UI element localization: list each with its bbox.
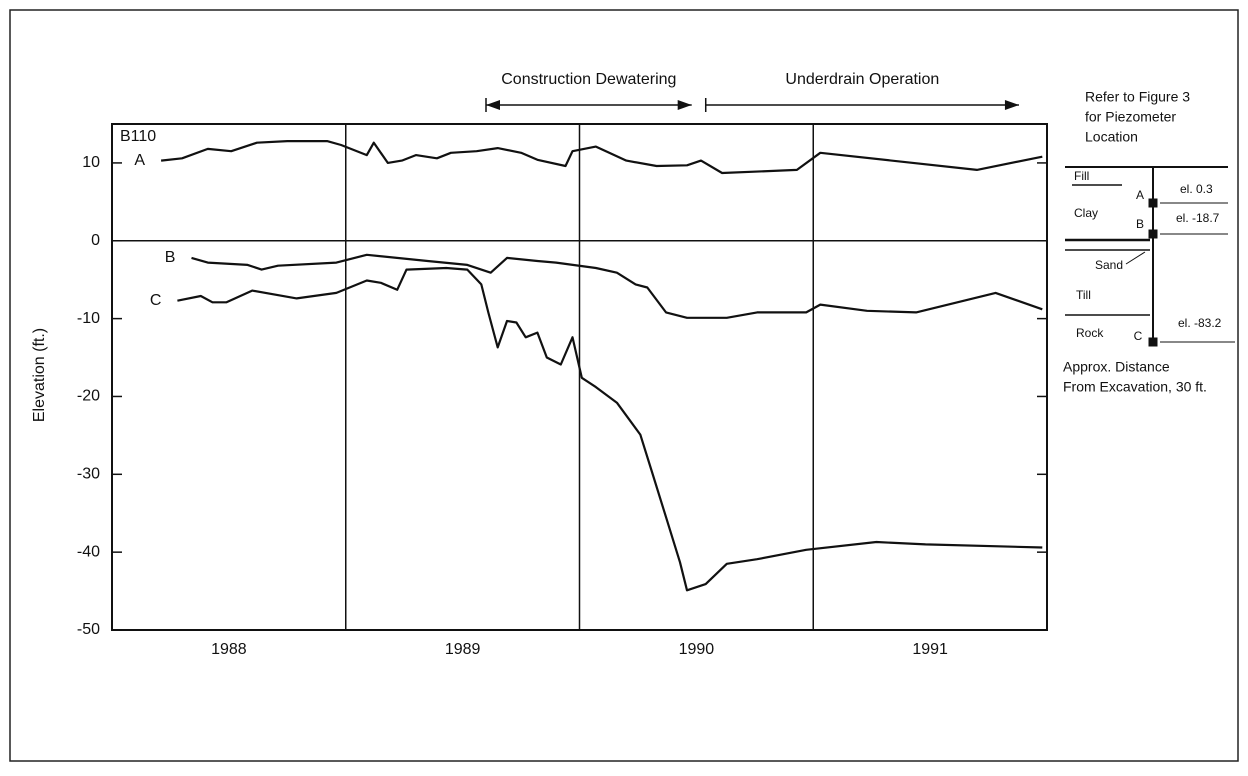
arrow-head <box>677 100 692 110</box>
x-tick-label: 1990 <box>679 641 715 658</box>
frame <box>9 9 1239 762</box>
series-line <box>191 253 1043 319</box>
x-tick-label: 1988 <box>211 641 247 658</box>
piezometer-tip <box>1148 337 1158 347</box>
elevation-label: el. -83.2 <box>1178 316 1222 330</box>
arrow-head <box>486 100 500 110</box>
piezometer-name: A <box>1136 188 1144 202</box>
piezometer-name: C <box>1134 329 1143 343</box>
series-label: B <box>165 249 176 266</box>
y-tick-label: -20 <box>77 388 100 405</box>
y-tick-label: -40 <box>77 543 100 560</box>
piezometer-tip <box>1148 229 1158 239</box>
layer-label: Sand <box>1095 258 1123 272</box>
y-tick-label: -50 <box>77 621 100 638</box>
profile-note: for Piezometer <box>1085 109 1176 125</box>
series-label: A <box>134 152 145 169</box>
x-tick-label: 1989 <box>445 641 481 658</box>
piezometer-tip <box>1148 198 1158 208</box>
layer-label: Till <box>1076 288 1091 302</box>
y-tick-label: -10 <box>77 310 100 327</box>
pointer <box>1125 251 1146 265</box>
layer-label: Clay <box>1074 206 1098 220</box>
series-line <box>160 140 1043 175</box>
profile-note: Refer to Figure 3 <box>1085 89 1190 105</box>
profile-note: Location <box>1085 129 1138 145</box>
profile <box>1065 166 1235 347</box>
y-tick-label: -30 <box>77 466 100 483</box>
elevation-label: el. -18.7 <box>1176 211 1220 225</box>
x-tick-label: 1991 <box>912 641 948 658</box>
series-line <box>177 266 1043 592</box>
piezometer-name: B <box>1136 217 1144 231</box>
annotation: Construction Dewatering <box>501 71 676 88</box>
elevation-label: el. 0.3 <box>1180 182 1213 196</box>
series-label: C <box>150 292 162 309</box>
y-axis-label: Elevation (ft.) <box>31 328 48 422</box>
y-tick-label: 0 <box>91 232 100 249</box>
distance-note: Approx. Distance <box>1063 359 1170 375</box>
y-tick-label: 10 <box>82 154 100 171</box>
distance-note: From Excavation, 30 ft. <box>1063 379 1207 395</box>
layer-label: Fill <box>1074 169 1089 183</box>
annotation: Underdrain Operation <box>785 71 939 88</box>
layer-label: Rock <box>1076 326 1104 340</box>
arrow-head <box>1004 100 1019 110</box>
panel-label: B110 <box>120 128 156 145</box>
